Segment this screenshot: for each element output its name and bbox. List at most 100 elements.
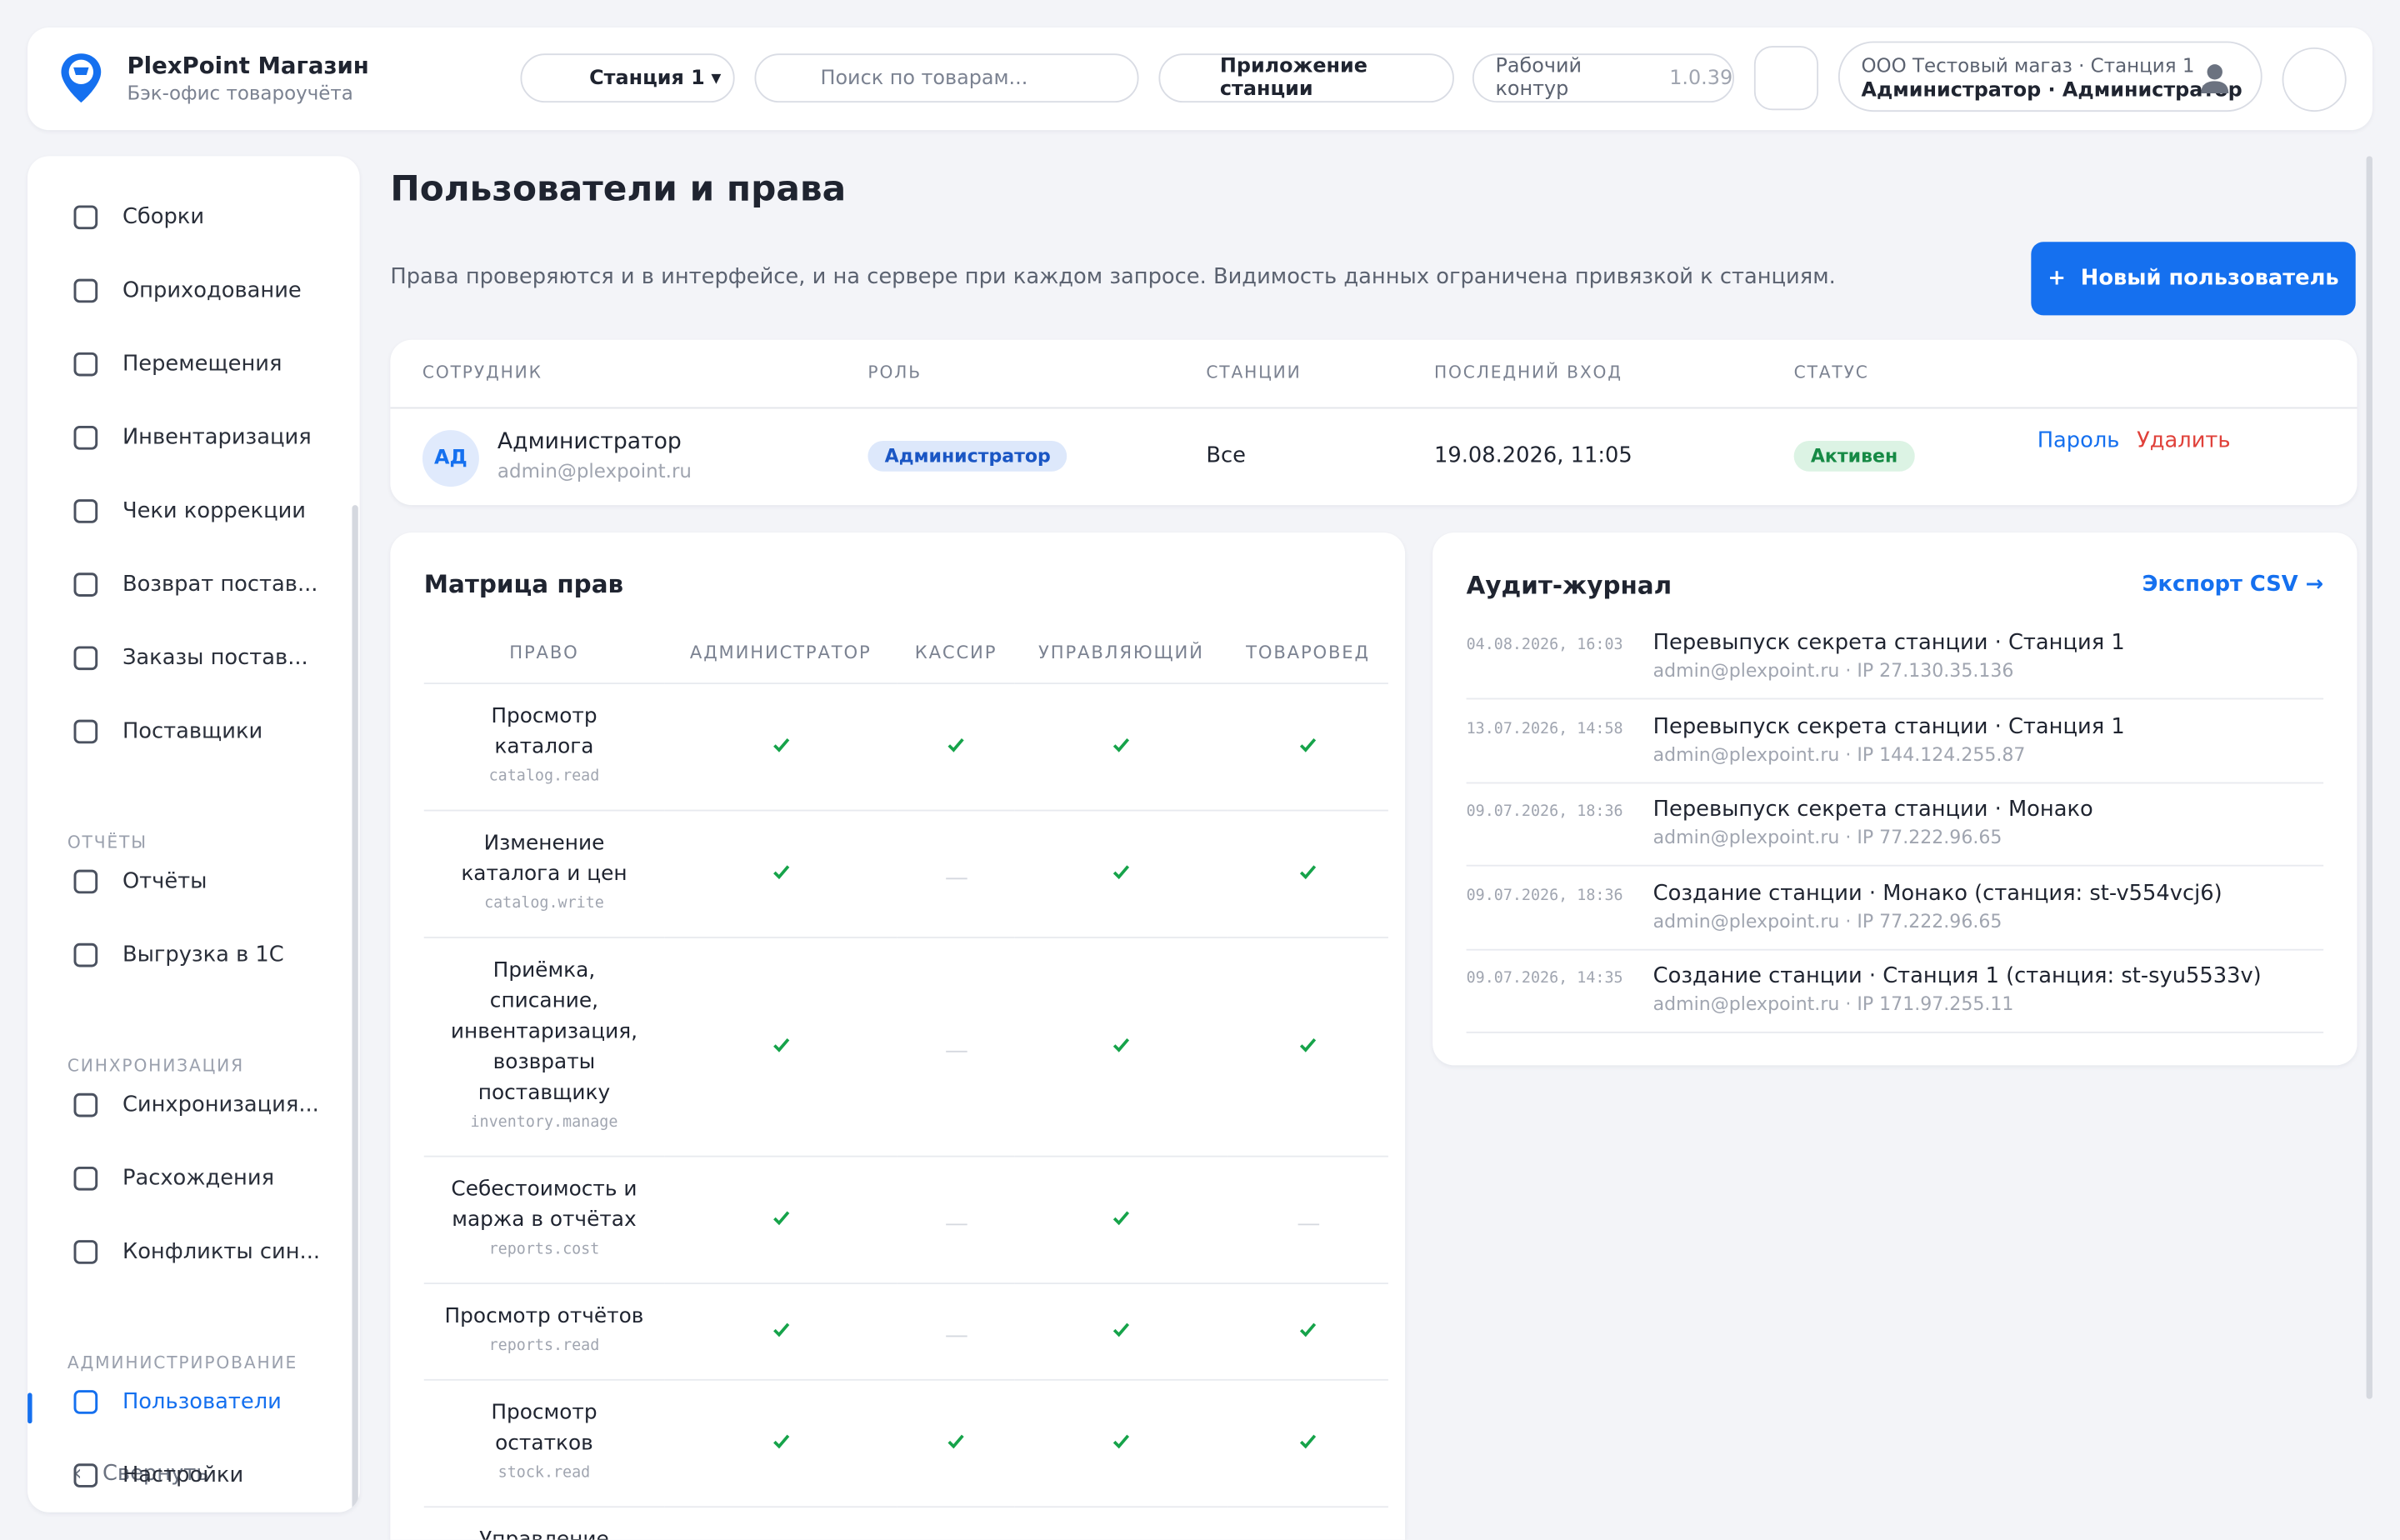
grant-none [945,1050,967,1052]
action-link[interactable]: Удалить [2137,428,2231,453]
audit-text: Перевыпуск секрета станции · Станция 1 [1652,630,2125,656]
permission-code: reports.read [488,1338,600,1355]
sidebar-icon [73,1240,98,1264]
new-user-label: Новый пользователь [2080,266,2339,291]
export-link[interactable]: Экспорт CSV → [2142,572,2324,598]
matrix-row: Просмотр каталога catalog.read [423,683,1388,812]
sidebar-item[interactable]: Настройки [70,1460,243,1491]
sidebar-label: Сборки [122,205,205,230]
sidebar-label: Инвентаризация [122,425,312,450]
sidebar-icon [73,1166,98,1191]
matrix-header-row: ПРАВО АДМИНИСТРАТОР КАССИР УПРАВЛЯЮЩИЙ ТОВАР… [423,621,1388,685]
sidebar-section: СИНХРОНИЗАЦИЯ [67,1056,244,1077]
collapse-button[interactable]: ‹ Свернуть [73,1462,209,1487]
audit-text: Создание станции · Станция 1 (станция: s… [1652,964,2262,989]
user-email: admin@plexpoint.ru [497,459,692,482]
grant-check [772,1038,789,1052]
logo [61,53,102,103]
grant-none [945,878,967,880]
permission-cell: Приёмка, списание, инвентаризация, возвр… [423,937,665,1158]
grant-cell [1014,1379,1228,1508]
sidebar-label: Синхронизация... [122,1092,319,1118]
sidebar-item[interactable]: Пользователи [70,1387,282,1418]
grant-check [948,738,964,752]
station-select[interactable]: Станция 1 ▾ [520,53,735,103]
sidebar-item[interactable]: Возврат постав... [70,569,318,600]
audit-time: 04.08.2026, 16:03 [1466,637,1623,654]
permission-name: Просмотр остатков [491,1400,598,1456]
grant-cell [897,1156,1015,1285]
sidebar-item[interactable]: Синхронизация... [70,1090,319,1121]
audit-meta: admin@plexpoint.ru · IP 144.124.255.87 [1652,742,2026,765]
sidebar-item[interactable]: Сборки [70,202,204,232]
sidebar-icon [73,719,98,744]
column-header: РОЛЬ [868,362,922,383]
audit-text: Создание станции · Монако (станция: st-v… [1652,881,2222,906]
app-button[interactable]: Приложение станции [1158,53,1454,103]
user-name: Администратор [497,430,682,455]
apps-button[interactable] [1753,46,1819,111]
app-button-label: Приложение станции [1219,55,1368,102]
page-description: Права проверяются и в интерфейсе, и на с… [390,264,1836,290]
sidebar-section: ОТЧЁТЫ [67,832,148,853]
search-input[interactable]: Поиск по товарам... [754,53,1139,103]
sidebar-section: АДМИНИСТРИРОВАНИЕ [67,1352,298,1373]
audit-time: 09.07.2026, 14:35 [1466,970,1623,988]
sidebar-label: Пользователи [122,1389,282,1415]
sidebar-item[interactable]: Поставщики [70,717,262,748]
profile[interactable]: ООО Тестовый магаз · Станция 1 Администр… [1838,41,2262,112]
sidebar-icon [73,278,98,303]
permission-name: Изменение каталога и цен [461,831,628,887]
grant-cell [664,1283,898,1381]
matrix-row: Просмотр остатков stock.read [423,1379,1388,1508]
grant-check [772,1434,789,1449]
sidebar-label: Поставщики [122,719,263,744]
permission-name: Управление [479,1528,609,1540]
grant-cell [1228,1283,1388,1381]
status-badge: Активен [1793,440,1915,472]
sidebar-item[interactable]: Расхождения [70,1163,274,1194]
sidebar-label: Заказы постав... [122,646,308,671]
sidebar-item[interactable]: Перемещения [70,349,282,380]
grant-cell [897,1379,1015,1508]
matrix-column-header: ТОВАРОВЕД [1228,621,1388,685]
grant-cell [664,1156,898,1285]
grant-none [945,1223,967,1226]
action-link[interactable]: Пароль [2037,428,2120,453]
grant-check [1299,1038,1317,1052]
audit-text: Перевыпуск секрета станции · Монако [1652,797,2093,822]
permission-code: stock.read [498,1464,591,1482]
grant-check [1299,1322,1317,1338]
page-title: Пользователи и права [390,169,847,210]
audit-divider [1466,948,2324,950]
permission-code: catalog.read [488,768,600,786]
sidebar-icon [73,205,98,230]
sidebar-item[interactable]: Инвентаризация [70,422,312,453]
sidebar-item[interactable]: Выгрузка в 1С [70,940,284,971]
column-header: СТАТУС [1793,362,1869,383]
grant-check [1112,1038,1130,1052]
sidebar-item[interactable]: Списание [70,156,231,159]
search-placeholder: Поиск по товарам... [820,66,1028,90]
sidebar-item[interactable]: Чеки коррекции [70,496,306,527]
grant-cell [664,937,898,1158]
grant-cell [897,1283,1015,1381]
grant-check [1112,865,1130,880]
new-user-button[interactable]: + Новый пользователь [2031,242,2356,316]
sidebar-item[interactable]: Конфликты син... [70,1237,320,1268]
grant-cell [1014,810,1228,938]
audit-card: Аудит-журнал Экспорт CSV → 04.08.2026, 1… [1432,532,2358,1066]
grant-cell [1014,1283,1228,1381]
sidebar-icon [73,646,98,671]
grant-none [945,1335,967,1338]
matrix-card: Матрица прав ПРАВО АДМИНИСТРАТОР КАССИР УПР… [390,532,1406,1540]
audit-divider [1466,781,2324,783]
grant-cell [897,683,1015,812]
sidebar-item[interactable]: Оприходование [70,276,302,307]
logout-button[interactable] [2282,47,2347,112]
sidebar-item[interactable]: Заказы постав... [70,642,308,673]
sidebar-item[interactable]: Отчёты [70,867,207,898]
column-header: СТАНЦИИ [1206,362,1302,383]
